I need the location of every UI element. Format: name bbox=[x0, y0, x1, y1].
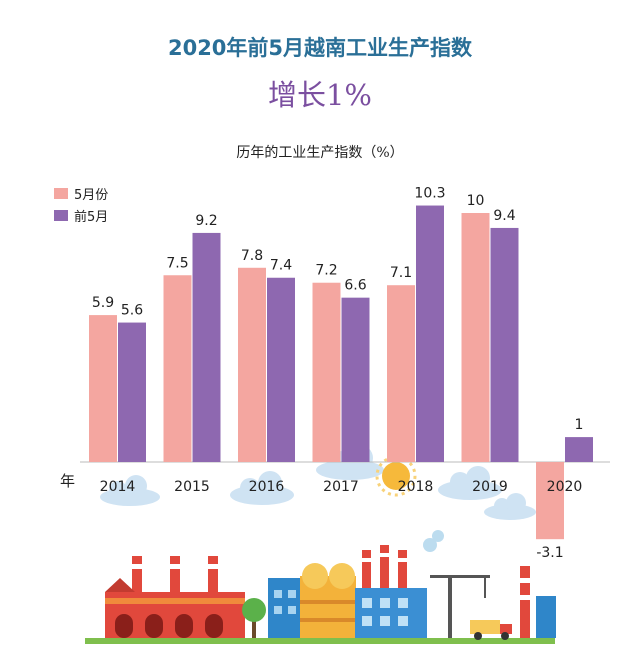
x-tick-label-2020: 2020 bbox=[547, 479, 583, 495]
data-label-may-2016: 7.8 bbox=[241, 248, 263, 264]
x-tick-label-2015: 2015 bbox=[174, 479, 210, 495]
data-label-first-five-months-2018: 10.3 bbox=[414, 186, 445, 202]
x-tick-label-2017: 2017 bbox=[323, 479, 359, 495]
factory-illustration bbox=[85, 530, 556, 644]
cloud-icon bbox=[230, 471, 294, 505]
legend-label-may: 5月份 bbox=[74, 187, 109, 203]
bar-may-2014 bbox=[89, 315, 117, 462]
data-label-may-2015: 7.5 bbox=[166, 255, 188, 271]
sun-icon bbox=[375, 455, 417, 497]
bar-first-five-months-2017 bbox=[341, 297, 370, 462]
data-label-first-five-months-2020: 1 bbox=[575, 417, 584, 433]
bar-may-2017 bbox=[312, 282, 341, 462]
bar-first-five-months-2014 bbox=[118, 322, 146, 462]
legend-swatch-first-five-months bbox=[54, 209, 68, 221]
legend-item-may: 5月份 bbox=[54, 182, 108, 204]
data-label-first-five-months-2017: 6.6 bbox=[344, 278, 366, 294]
page-title: 2020年前5月越南工业生产指数 bbox=[167, 36, 473, 60]
legend-label-first-five-months: 前5月 bbox=[74, 209, 109, 225]
cloud-icon bbox=[484, 493, 536, 520]
data-label-may-2018: 7.1 bbox=[390, 265, 412, 281]
bar-first-five-months-2018 bbox=[416, 205, 444, 462]
bar-first-five-months-2019 bbox=[490, 227, 519, 462]
bar-may-2018 bbox=[387, 285, 415, 462]
headline: 增长1% bbox=[267, 78, 372, 112]
data-label-first-five-months-2015: 9.2 bbox=[195, 213, 217, 229]
legend-swatch-may bbox=[54, 187, 68, 199]
x-axis-unit-label: 年 bbox=[60, 472, 76, 490]
x-tick-label-2014: 2014 bbox=[100, 479, 136, 495]
data-label-first-five-months-2016: 7.4 bbox=[270, 258, 292, 274]
data-label-may-2020: -3.1 bbox=[536, 545, 563, 561]
legend-item-first-five-months: 前5月 bbox=[54, 204, 108, 226]
bar-first-five-months-2016 bbox=[267, 277, 295, 462]
x-tick-label-2019: 2019 bbox=[472, 479, 508, 495]
x-tick-label-2018: 2018 bbox=[398, 479, 434, 495]
data-label-first-five-months-2014: 5.6 bbox=[121, 303, 143, 319]
bar-may-2020 bbox=[536, 462, 564, 540]
bar-may-2016 bbox=[238, 267, 266, 462]
bar-first-five-months-2020 bbox=[565, 437, 593, 462]
chart-legend: 5月份 前5月 bbox=[54, 182, 108, 226]
x-tick-label-2016: 2016 bbox=[249, 479, 285, 495]
bar-may-2019 bbox=[461, 213, 490, 462]
bar-may-2015 bbox=[163, 275, 192, 462]
data-label-may-2014: 5.9 bbox=[92, 295, 114, 311]
data-label-may-2017: 7.2 bbox=[315, 263, 337, 279]
cloud-icon bbox=[438, 466, 502, 500]
data-label-may-2019: 10 bbox=[467, 193, 485, 209]
chart-title: 历年的工业生产指数（%） bbox=[236, 145, 404, 161]
bar-first-five-months-2015 bbox=[192, 232, 221, 462]
cloud-icon bbox=[100, 475, 160, 506]
data-label-first-five-months-2019: 9.4 bbox=[493, 208, 515, 224]
